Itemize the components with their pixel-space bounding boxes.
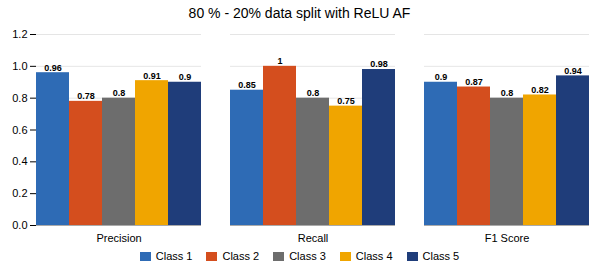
svg-text:0.8: 0.8 bbox=[501, 88, 514, 98]
svg-text:0.9: 0.9 bbox=[435, 72, 448, 82]
svg-text:1.0: 1.0 bbox=[12, 60, 27, 72]
svg-text:0.4: 0.4 bbox=[12, 155, 27, 167]
svg-text:0.8: 0.8 bbox=[307, 88, 320, 98]
svg-text:0.78: 0.78 bbox=[77, 91, 95, 101]
svg-text:1.2: 1.2 bbox=[12, 28, 27, 40]
svg-text:0.87: 0.87 bbox=[465, 77, 483, 87]
svg-text:0.8: 0.8 bbox=[12, 92, 27, 104]
svg-text:0.6: 0.6 bbox=[12, 124, 27, 136]
svg-text:0.85: 0.85 bbox=[238, 80, 256, 90]
html-text:Class 3: Class 3 bbox=[289, 250, 326, 262]
svg-text:0.94: 0.94 bbox=[564, 66, 582, 76]
svg-text:0.0: 0.0 bbox=[12, 219, 27, 231]
svg-text:Precision: Precision bbox=[96, 232, 141, 244]
svg-text:0.82: 0.82 bbox=[531, 85, 549, 95]
svg-text:0.98: 0.98 bbox=[370, 59, 388, 69]
svg-text:0.8: 0.8 bbox=[113, 88, 126, 98]
html-text:Class 1: Class 1 bbox=[155, 250, 193, 262]
html-text:80 % - 20% data split with ReL: 80 % - 20% data split with ReLU AF bbox=[188, 5, 411, 21]
svg-text:0.2: 0.2 bbox=[12, 187, 27, 199]
svg-text:Recall: Recall bbox=[298, 232, 329, 244]
html-text:Class 2: Class 2 bbox=[222, 250, 260, 262]
svg-text:0.9: 0.9 bbox=[179, 72, 192, 82]
svg-text:0.91: 0.91 bbox=[143, 71, 161, 81]
html-text:Class 4: Class 4 bbox=[355, 250, 393, 262]
svg-text:F1 Score: F1 Score bbox=[485, 232, 530, 244]
svg-text:0.75: 0.75 bbox=[337, 96, 355, 106]
svg-text:1: 1 bbox=[277, 56, 282, 66]
svg-text:0.96: 0.96 bbox=[44, 63, 62, 73]
html-text:Class 5: Class 5 bbox=[422, 250, 460, 262]
